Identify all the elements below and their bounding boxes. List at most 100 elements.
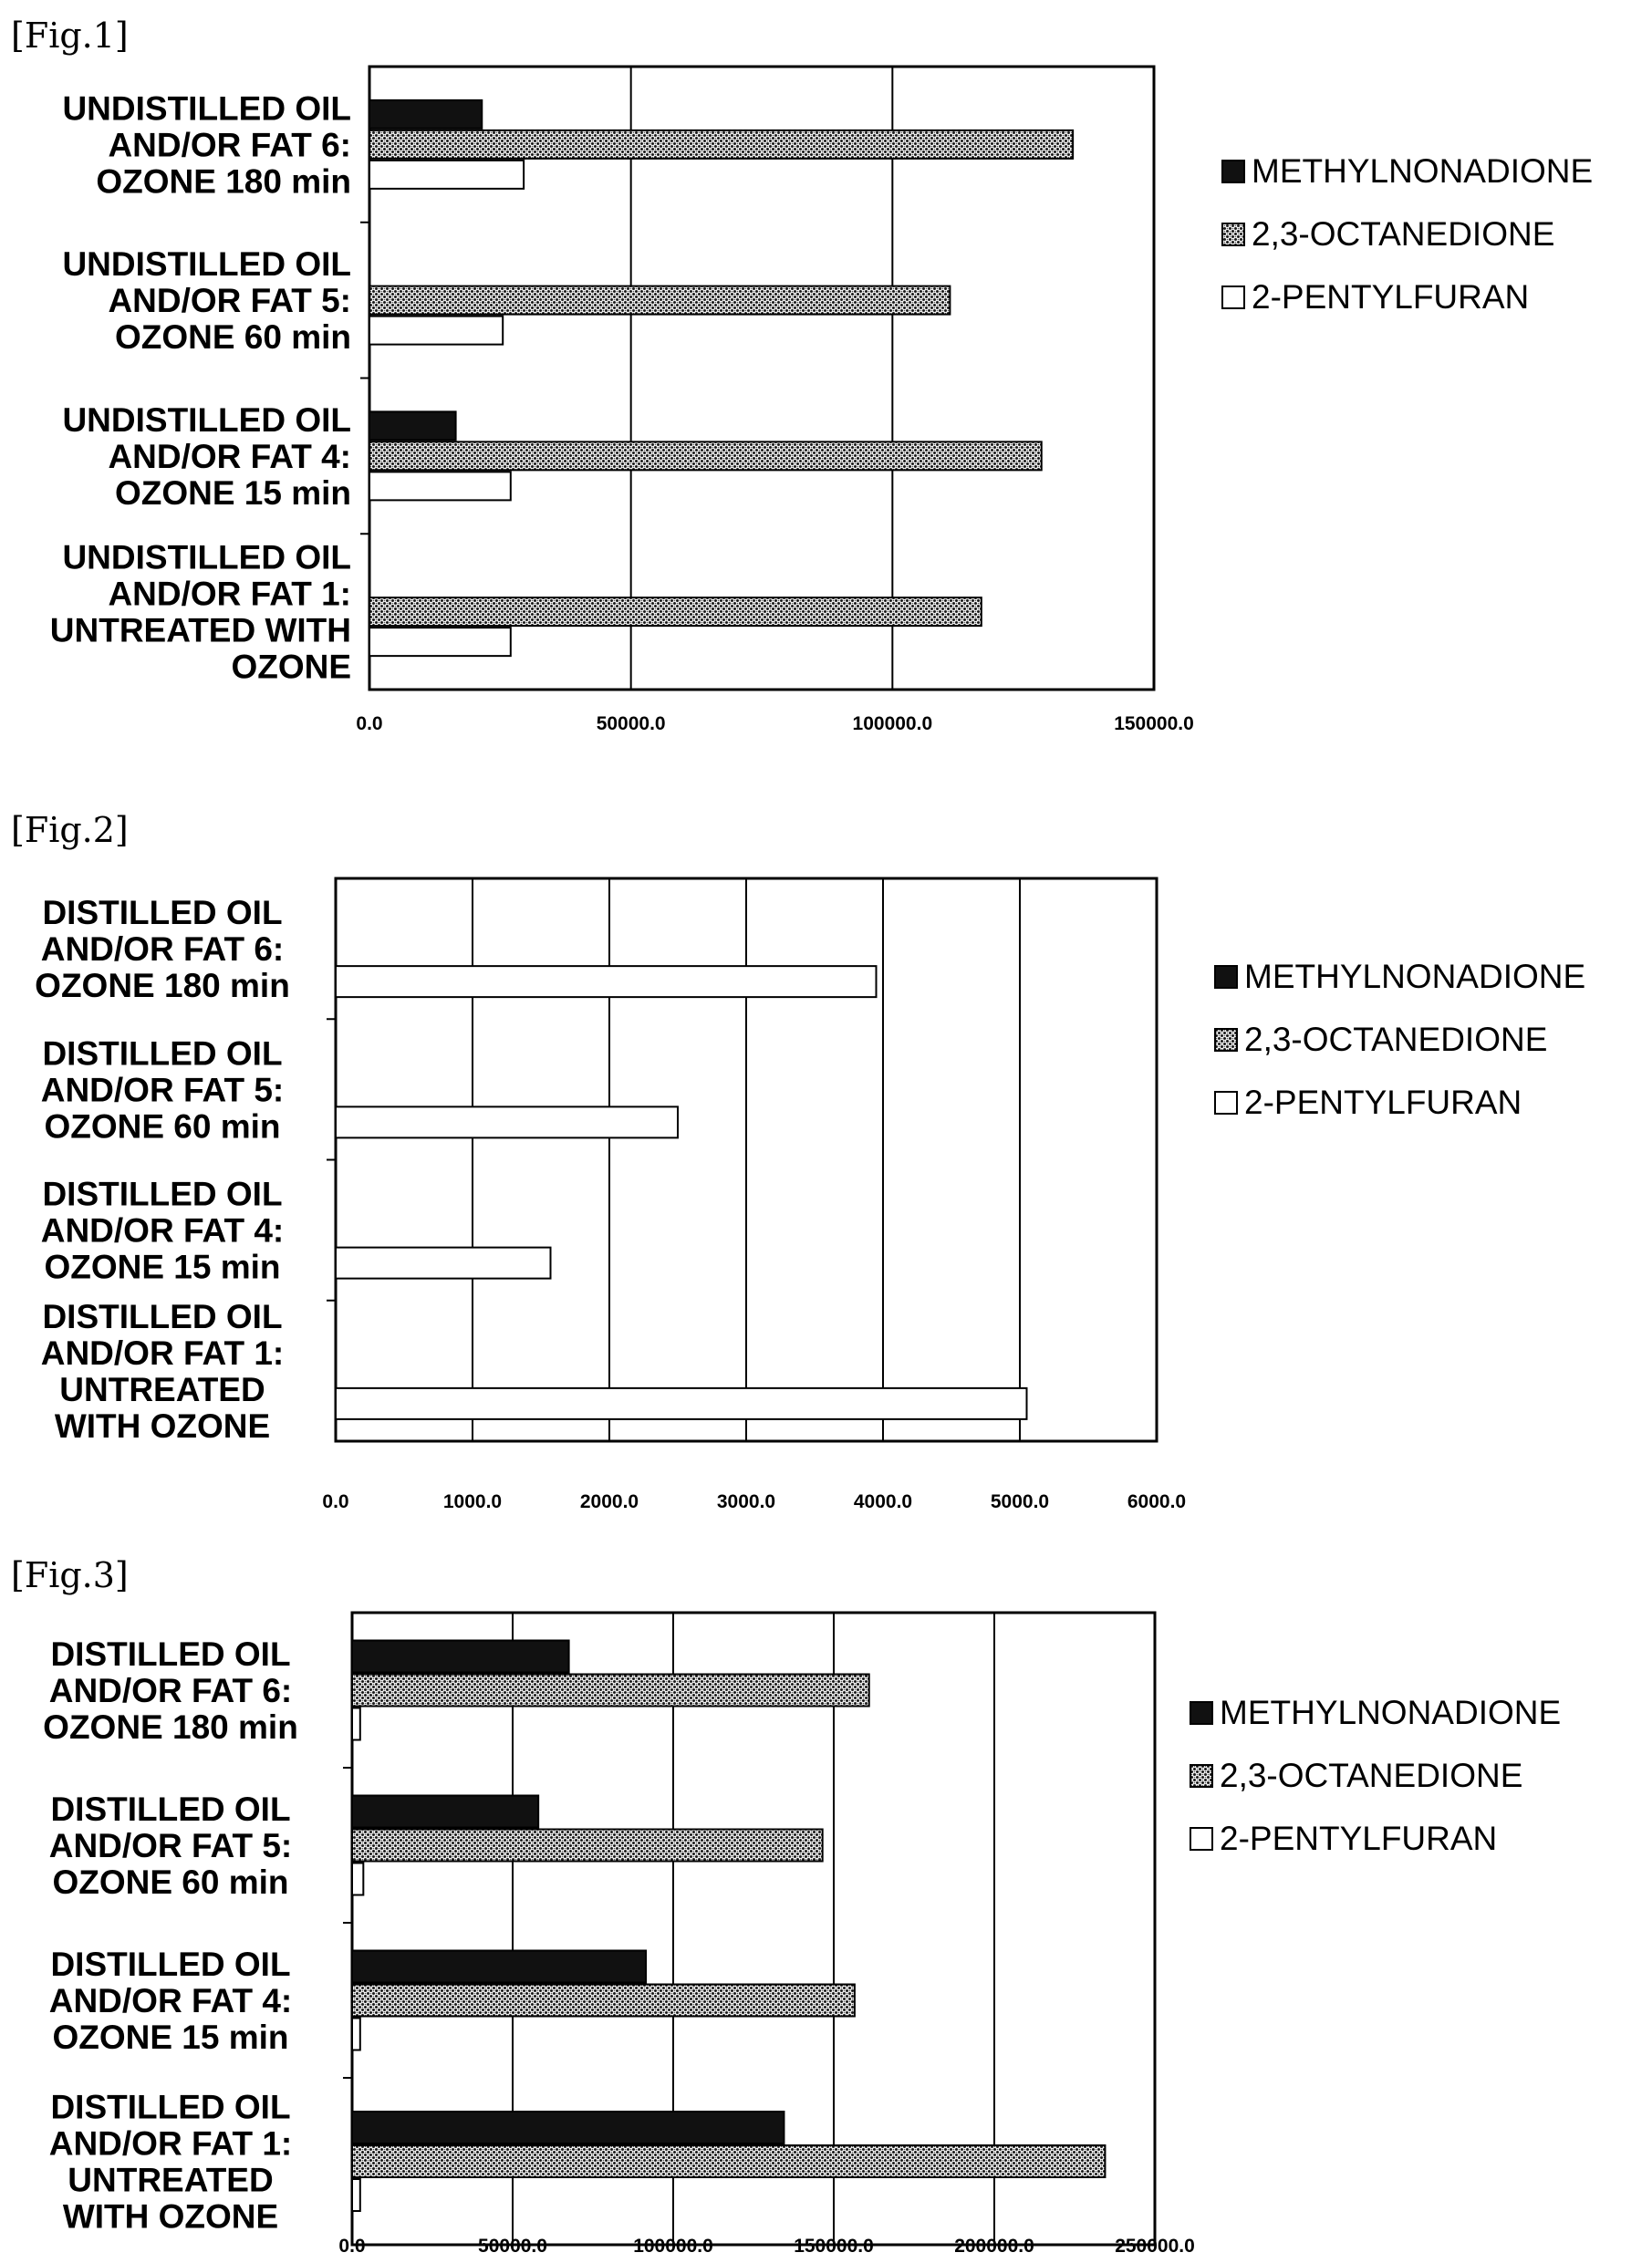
category-label: AND/OR FAT 1: (108, 576, 351, 613)
category-label: OZONE 15 min (52, 2019, 288, 2056)
x-tick-label: 150000.0 (794, 2236, 874, 2257)
bar-2 (369, 285, 951, 316)
bar-2 (351, 1983, 856, 2018)
bar-3 (335, 965, 878, 999)
category-label: DISTILLED OIL (42, 1176, 282, 1213)
x-tick-label: 200000.0 (954, 2236, 1034, 2257)
bar-3 (351, 1862, 365, 1896)
bar-3 (335, 1386, 1028, 1420)
bar-3 (351, 2017, 361, 2051)
x-tick-label: 50000.0 (597, 713, 666, 734)
category-label: DISTILLED OIL (50, 1635, 290, 1673)
legend-label: 2,3-OCTANEDIONE (1220, 1757, 1522, 1794)
bar-3 (335, 1106, 679, 1139)
legend-label: 2,3-OCTANEDIONE (1244, 1021, 1547, 1058)
bar-2 (351, 1673, 870, 1708)
legend-swatch-1 (1221, 160, 1245, 183)
category-label: OZONE 180 min (35, 967, 290, 1004)
x-tick-label: 50000.0 (478, 2236, 547, 2257)
category-label: AND/OR FAT 1: (41, 1334, 285, 1372)
bar-3 (369, 627, 512, 658)
x-tick-label: 4000.0 (854, 1491, 912, 1512)
chart-3: [Fig.3] 0.0 50000.0 100000.0 150000.0 200000.… (11, 1555, 1561, 2257)
bar-1 (351, 1794, 540, 1829)
bar-3 (369, 159, 525, 190)
legend-swatch-3 (1214, 1091, 1238, 1115)
category-label: UNDISTILLED OIL (62, 401, 351, 439)
bar-2 (369, 129, 1075, 160)
bar-1 (351, 1949, 648, 1984)
category-label: DISTILLED OIL (42, 894, 282, 931)
x-tick-label: 100000.0 (853, 713, 933, 734)
bar-3 (351, 1707, 361, 1741)
category-label: UNTREATED WITH (50, 612, 351, 649)
x-tick-label: 0.0 (322, 1491, 348, 1512)
category-label: UNTREATED (59, 1371, 265, 1408)
category-label: AND/OR FAT 4: (108, 438, 351, 475)
bar-1 (369, 410, 457, 441)
category-label: WITH OZONE (55, 1407, 270, 1445)
category-label: DISTILLED OIL (50, 1791, 290, 1828)
bar-3 (351, 2178, 361, 2212)
x-tick-label: 150000.0 (1114, 713, 1194, 734)
legend-label: 2-PENTYLFURAN (1252, 278, 1529, 316)
category-label: UNDISTILLED OIL (62, 539, 351, 576)
category-label: DISTILLED OIL (50, 1946, 290, 1983)
category-label: DISTILLED OIL (42, 1034, 282, 1072)
category-label: OZONE (231, 649, 351, 686)
legend-label: 2-PENTYLFURAN (1220, 1820, 1497, 1857)
bar-3 (369, 471, 512, 502)
category-label: UNDISTILLED OIL (62, 245, 351, 283)
figure-label: [Fig.2] (11, 810, 129, 850)
category-label: AND/OR FAT 5: (41, 1071, 285, 1108)
x-tick-label: 6000.0 (1127, 1491, 1186, 1512)
legend-swatch-1 (1190, 1701, 1213, 1725)
legend-label: 2-PENTYLFURAN (1244, 1084, 1522, 1121)
category-label: DISTILLED OIL (50, 2089, 290, 2126)
category-label: UNTREATED (68, 2161, 273, 2198)
category-label: OZONE 60 min (115, 318, 351, 356)
legend-label: 2,3-OCTANEDIONE (1252, 215, 1554, 253)
x-tick-label: 1000.0 (443, 1491, 502, 1512)
category-label: AND/OR FAT 6: (49, 1672, 293, 1709)
category-label: AND/OR FAT 6: (108, 126, 351, 163)
x-tick-label: 0.0 (356, 713, 382, 734)
category-label: AND/OR FAT 1: (49, 2124, 293, 2162)
legend-swatch-2 (1214, 1028, 1238, 1052)
chart-1: [Fig.1] 0.0 50000.0 100000.0 150000.0 UNDISTI… (11, 16, 1593, 734)
x-tick-label: 5000.0 (991, 1491, 1049, 1512)
x-tick-label: 250000.0 (1115, 2236, 1195, 2257)
bar-2 (369, 597, 982, 628)
category-label: AND/OR FAT 4: (41, 1212, 285, 1250)
bar-2 (351, 1828, 824, 1863)
legend-swatch-3 (1190, 1827, 1213, 1851)
category-label: OZONE 60 min (44, 1107, 280, 1145)
category-label: OZONE 15 min (44, 1249, 280, 1286)
category-label: AND/OR FAT 5: (49, 1827, 293, 1864)
category-label: UNDISTILLED OIL (62, 89, 351, 127)
bar-1 (351, 1639, 570, 1674)
category-label: OZONE 180 min (43, 1708, 298, 1746)
bar-2 (369, 441, 1043, 472)
x-tick-label: 3000.0 (717, 1491, 775, 1512)
bar-2 (351, 2144, 1107, 2178)
category-label: OZONE 60 min (52, 1863, 288, 1901)
category-label: AND/OR FAT 4: (49, 1982, 293, 2019)
legend-label: METHYLNONADIONE (1220, 1694, 1561, 1731)
figure-label: [Fig.1] (11, 16, 129, 56)
x-tick-label: 2000.0 (580, 1491, 639, 1512)
legend-label: METHYLNONADIONE (1252, 152, 1593, 190)
category-label: OZONE 180 min (96, 162, 351, 200)
legend-swatch-3 (1221, 285, 1245, 309)
x-tick-label: 100000.0 (633, 2236, 713, 2257)
bar-3 (369, 315, 504, 346)
bar-3 (335, 1246, 552, 1280)
category-label: AND/OR FAT 6: (41, 930, 285, 968)
category-label: OZONE 15 min (115, 474, 351, 512)
bar-1 (351, 2111, 785, 2144)
category-label: DISTILLED OIL (42, 1298, 282, 1335)
bar-1 (369, 99, 483, 130)
legend-swatch-1 (1214, 965, 1238, 989)
legend-swatch-2 (1221, 223, 1245, 246)
